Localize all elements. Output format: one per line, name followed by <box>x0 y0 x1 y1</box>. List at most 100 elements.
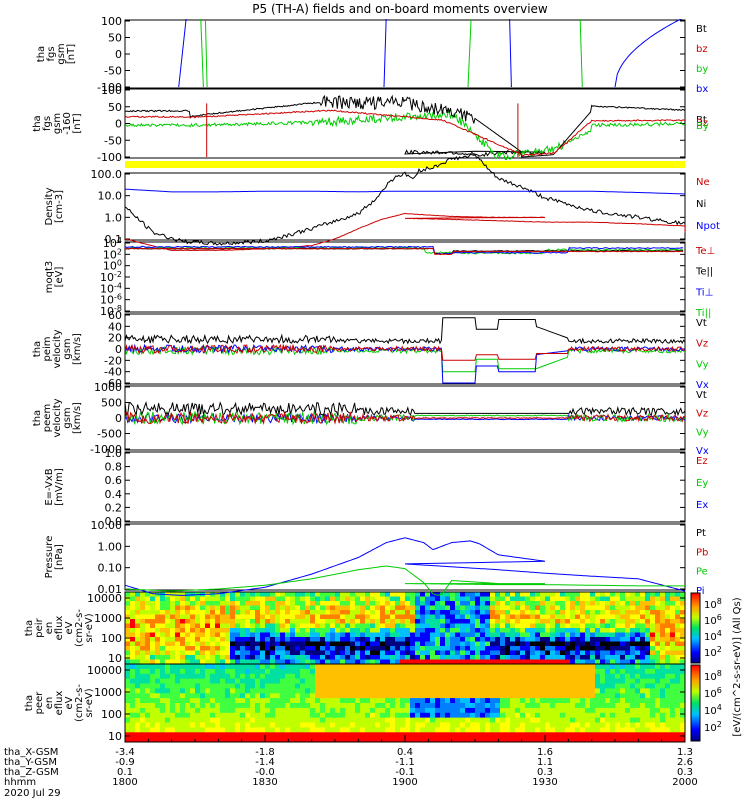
heat-cell <box>650 673 656 680</box>
heat-cell <box>650 641 656 647</box>
heat-cell <box>305 703 311 709</box>
heat-cell <box>590 722 596 728</box>
heat-cell <box>435 703 441 709</box>
heat-cell <box>515 698 521 704</box>
heat-cell <box>280 601 286 606</box>
heat-cell <box>465 641 471 647</box>
heat-cell <box>410 698 416 704</box>
heat-cell <box>460 688 466 694</box>
heat-cell <box>340 703 346 709</box>
heat-cell <box>455 664 461 670</box>
heat-cell <box>285 737 291 743</box>
heat-cell <box>670 707 676 714</box>
heat-cell <box>615 655 621 660</box>
heat-cell <box>400 727 406 733</box>
heat-cell <box>405 683 411 689</box>
heat-cell <box>170 655 176 660</box>
heat-cell <box>160 628 166 633</box>
heat-cell <box>430 668 436 675</box>
heat-cell <box>255 614 261 620</box>
heat-cell <box>250 601 256 606</box>
heat-cell <box>310 641 316 647</box>
heat-cell <box>650 727 656 733</box>
heat-cell <box>535 678 541 684</box>
heat-cell <box>205 623 211 629</box>
heat-cell <box>245 614 251 620</box>
heat-cell <box>615 592 621 597</box>
heat-cell <box>145 655 151 660</box>
heat-cell <box>285 601 291 606</box>
heat-cell <box>420 605 426 611</box>
heat-cell <box>530 732 536 738</box>
x-tick-label: 2000 <box>672 777 697 788</box>
heat-cell <box>200 637 206 642</box>
heat-cell <box>485 678 491 684</box>
heat-cell <box>400 614 406 620</box>
heat-cell <box>310 688 316 694</box>
heat-cell <box>365 632 371 638</box>
heat-cell <box>320 610 326 615</box>
heat-cell <box>425 601 431 606</box>
heat-cell <box>630 592 636 597</box>
heat-cell <box>515 646 521 651</box>
heat-cell <box>135 628 141 633</box>
heat-cell <box>335 703 341 709</box>
heat-cell <box>165 659 171 665</box>
heat-cell <box>655 655 661 660</box>
heat-cell <box>420 707 426 714</box>
heat-cell <box>450 673 456 680</box>
heat-cell <box>360 632 366 638</box>
heat-cell <box>575 628 581 633</box>
heat-cell <box>335 678 341 684</box>
heat-cell <box>160 632 166 638</box>
heat-cell <box>135 683 141 689</box>
heat-cell <box>545 614 551 620</box>
heat-cell <box>460 632 466 638</box>
heat-cell <box>420 673 426 680</box>
heat-cell <box>485 732 491 738</box>
heat-cell <box>430 655 436 660</box>
heat-cell <box>165 623 171 629</box>
heat-cell <box>180 614 186 620</box>
heat-cell <box>185 737 191 743</box>
heat-cell <box>150 601 156 606</box>
heat-cell <box>130 623 136 629</box>
heat-cell <box>645 650 651 656</box>
heat-cell <box>420 655 426 660</box>
y-axis-label: peer <box>34 691 45 715</box>
heat-cell <box>615 722 621 728</box>
heat-cell <box>140 678 146 684</box>
heat-cell <box>430 717 436 723</box>
heat-cell <box>370 664 376 670</box>
heat-cell <box>470 628 476 633</box>
heat-cell <box>565 619 571 624</box>
heat-cell <box>640 623 646 629</box>
heat-cell <box>615 732 621 738</box>
heat-cell <box>225 619 231 624</box>
heat-cell <box>345 678 351 684</box>
heat-cell <box>310 673 316 680</box>
heat-cell <box>130 678 136 684</box>
heat-cell <box>575 683 581 689</box>
heat-cell <box>595 646 601 651</box>
heat-cell <box>390 717 396 723</box>
heat-cell <box>645 664 651 670</box>
heat-cell <box>660 673 666 680</box>
heat-cell <box>245 596 251 602</box>
heat-cell <box>135 596 141 602</box>
heat-cell <box>520 596 526 602</box>
heat-cell <box>435 641 441 647</box>
series-fgs2-Bz <box>125 109 685 157</box>
heat-cell <box>595 673 601 680</box>
heat-cell <box>435 664 441 670</box>
heat-cell <box>290 673 296 680</box>
heat-cell <box>170 659 176 665</box>
heat-cell <box>335 646 341 651</box>
heat-cell <box>450 628 456 633</box>
heat-cell <box>410 673 416 680</box>
heat-cell <box>645 737 651 743</box>
heat-cell <box>330 703 336 709</box>
heat-cell <box>610 732 616 738</box>
heat-cell <box>485 659 491 665</box>
heat-cell <box>195 737 201 743</box>
